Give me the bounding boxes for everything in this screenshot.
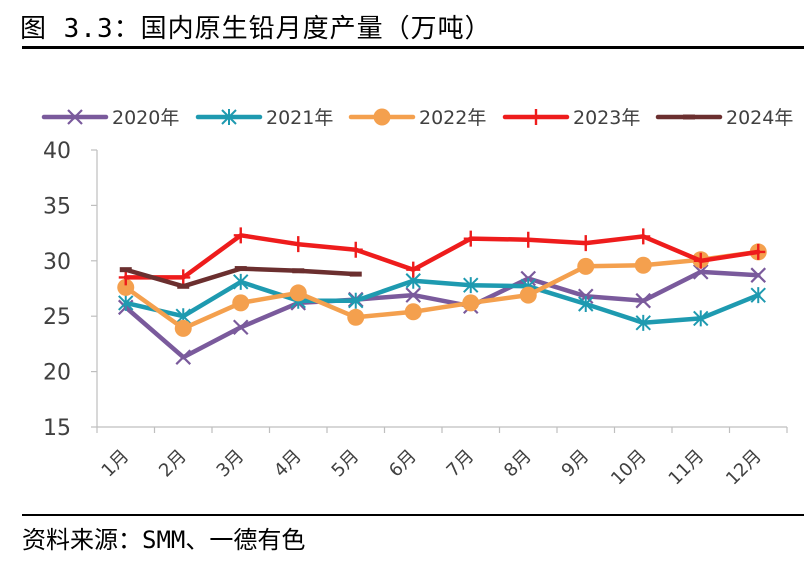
x-tick-label: 2月 [155,446,191,482]
series-2021年 [118,272,766,331]
x-tick-label: 10月 [607,446,651,490]
legend: 2020年 2021年 2022年 2023年 2024年 [41,107,793,129]
data-point [176,269,191,286]
series-2024年 [119,266,362,289]
legend-label: 2022年 [419,107,486,129]
x-tick-label: 5月 [328,446,364,482]
data-point [289,284,307,302]
y-tick-label: 30 [43,250,71,275]
data-point [578,296,594,313]
series-line [123,269,761,360]
data-point [291,236,306,253]
data-point [636,228,651,245]
data-point [67,109,83,125]
data-point [693,252,708,269]
data-point [693,310,709,327]
data-point [529,109,543,125]
data-point [521,231,536,248]
series-2023年 [118,227,766,286]
data-point [117,278,135,296]
y-tick-label: 35 [43,194,71,219]
series-line [123,233,761,280]
data-point [174,319,192,337]
legend-item: 2023年 [502,107,640,129]
data-point [635,292,652,309]
data-point [404,303,422,321]
legend-label: 2021年 [266,107,333,129]
series-line [123,278,761,326]
data-point [232,319,249,336]
x-tick-label: 11月 [665,446,709,490]
data-point [405,287,422,303]
data-point [233,273,249,290]
data-point [463,277,479,294]
data-point [462,294,480,312]
data-point [634,256,652,274]
series-line [123,249,761,331]
x-tick-label: 8月 [500,446,536,482]
data-point [233,227,248,244]
data-point [692,264,709,280]
figure-source: 资料来源：SMM、一德有色 [22,526,306,554]
y-tick-label: 40 [43,139,71,164]
data-point [175,349,192,365]
legend-label: 2024年 [726,107,793,129]
data-point [347,308,365,326]
title-divider [22,46,804,49]
y-tick-label: 25 [43,305,71,330]
data-point [232,294,250,312]
data-point [221,109,237,125]
series-layer [117,227,767,365]
legend-label: 2023年 [573,107,640,129]
legend-label: 2020年 [112,107,179,129]
source-divider [22,514,804,516]
x-tick-label: 3月 [213,446,249,482]
legend-item: 2021年 [195,107,333,129]
y-tick-label: 20 [43,361,71,386]
legend-item: 2020年 [41,107,179,129]
data-point [578,235,593,252]
legend-item: 2022年 [348,107,486,129]
data-point [635,314,651,331]
data-point [406,261,421,278]
data-point [348,292,364,309]
figure-title: 图 3.3：国内原生铅月度产量（万吨） [20,14,492,44]
data-point [577,257,595,275]
x-tick-label: 12月 [722,446,766,490]
data-point [750,267,767,283]
data-point [751,243,766,260]
legend-item: 2024年 [655,107,793,129]
y-tick-label: 15 [43,416,71,441]
data-point [463,230,478,247]
x-tick-label: 9月 [558,446,594,482]
data-point [118,294,134,311]
x-tick-label: 4月 [270,446,306,482]
x-tick-label: 7月 [443,446,479,482]
x-tick-label: 6月 [385,446,421,482]
data-point [348,241,363,258]
data-point [750,287,766,304]
x-tick-label: 1月 [98,446,134,482]
data-point [373,108,391,126]
data-point [519,286,537,304]
